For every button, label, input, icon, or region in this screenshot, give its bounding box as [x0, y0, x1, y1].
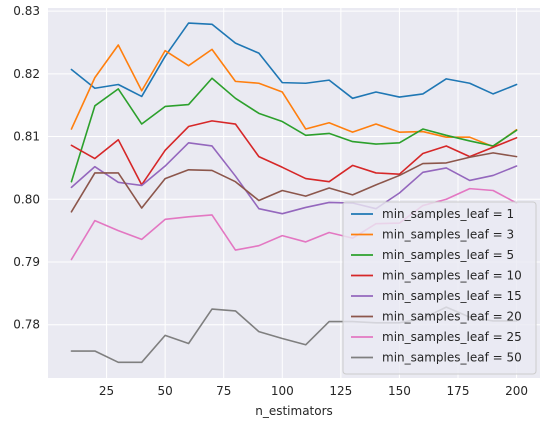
- x-tick-label: 75: [216, 384, 231, 398]
- x-tick-label: 175: [447, 384, 470, 398]
- legend-label: min_samples_leaf = 20: [382, 310, 522, 324]
- series-line-5: [70, 152, 518, 213]
- legend-label: min_samples_leaf = 5: [382, 248, 514, 262]
- series-line-3: [70, 120, 518, 186]
- series-line-0: [70, 22, 518, 100]
- legend-label: min_samples_leaf = 50: [382, 351, 522, 365]
- y-tick-label: 0.81: [13, 130, 40, 144]
- x-tick-label: 100: [271, 384, 294, 398]
- x-tick-label: 150: [388, 384, 411, 398]
- y-tick-label: 0.82: [13, 67, 40, 81]
- x-tick-label: 125: [329, 384, 352, 398]
- x-tick-label: 50: [158, 384, 173, 398]
- y-tick-label: 0.78: [13, 318, 40, 332]
- y-tick-labels: 0.78 0.79 0.80 0.81 0.82 0.83: [13, 4, 40, 332]
- series-line-6: [70, 187, 518, 261]
- legend-label: min_samples_leaf = 1: [382, 207, 514, 221]
- y-tick-label: 0.80: [13, 192, 40, 206]
- y-tick-label: 0.83: [13, 4, 40, 18]
- series-line-2: [70, 77, 518, 183]
- legend-label: min_samples_leaf = 3: [382, 228, 514, 242]
- x-tick-labels: 25 50 75 100 125 150 175 200: [99, 384, 528, 398]
- series-line-4: [70, 142, 518, 215]
- legend: min_samples_leaf = 1 min_samples_leaf = 3…: [342, 201, 537, 375]
- y-tick-label: 0.79: [13, 255, 40, 269]
- x-axis-title: n_estimators: [255, 404, 333, 418]
- x-tick-label: 25: [99, 384, 114, 398]
- legend-label: min_samples_leaf = 15: [382, 289, 522, 303]
- series-line-1: [70, 44, 518, 148]
- legend-label: min_samples_leaf = 10: [382, 269, 522, 283]
- x-tick-label: 200: [505, 384, 528, 398]
- legend-label: min_samples_leaf = 25: [382, 330, 522, 344]
- legend-box: [342, 201, 537, 375]
